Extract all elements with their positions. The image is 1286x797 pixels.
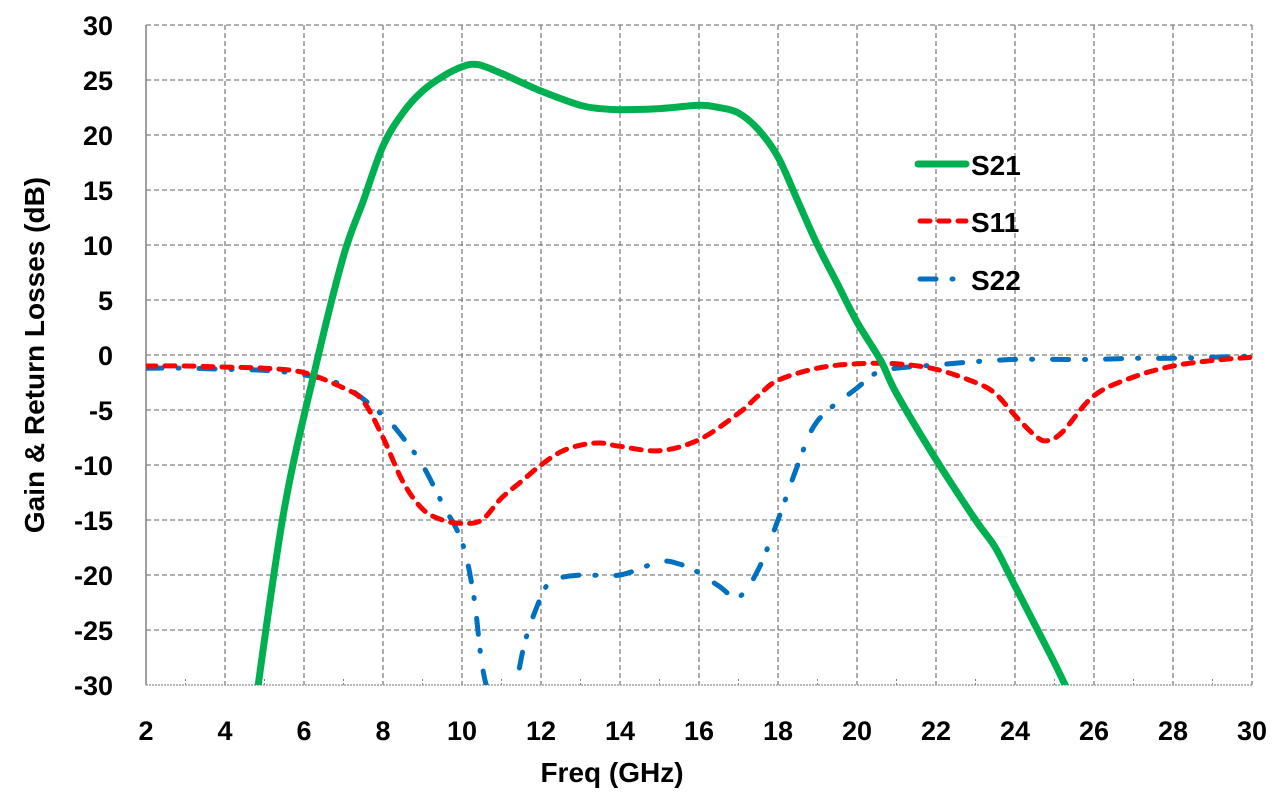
y-tick-label: -30: [74, 671, 113, 701]
x-tick-label: 24: [1000, 716, 1030, 746]
x-tick-label: 16: [684, 716, 714, 746]
legend-item-s22: S22: [917, 265, 1021, 296]
x-axis-tick-labels: 2 4 6 8 10 12 14 16 18 20 22 24 26 28 30: [138, 716, 1267, 746]
x-tick-label: 2: [138, 716, 153, 746]
legend-item-s11: S11: [917, 207, 1019, 238]
y-axis-title: Gain & Return Losses (dB): [19, 177, 50, 533]
x-tick-label: 10: [447, 716, 477, 746]
series-s11-line: [146, 354, 1252, 526]
legend-label-s21: S21: [971, 150, 1021, 181]
y-tick-label: 15: [83, 176, 113, 206]
y-tick-label: 10: [83, 231, 113, 261]
x-tick-label: 20: [842, 716, 872, 746]
x-tick-label: 22: [921, 716, 951, 746]
y-tick-label: -20: [74, 561, 113, 591]
y-tick-label: -10: [74, 451, 113, 481]
x-tick-label: 8: [375, 716, 390, 746]
legend-label-s11: S11: [971, 207, 1019, 238]
y-tick-label: 0: [98, 341, 113, 371]
series-lines: [146, 60, 1252, 685]
grid-lines: [146, 24, 1253, 685]
y-axis-tick-labels: 30 25 20 15 10 5 0 -5 -10 -15 -20 -25 -30: [74, 11, 113, 701]
series-s21-line: [254, 60, 1069, 685]
x-tick-label: 28: [1158, 716, 1188, 746]
x-axis-title: Freq (GHz): [540, 757, 683, 788]
legend: S21 S11 S22: [914, 150, 1021, 296]
legend-item-s21: S21: [914, 150, 1021, 181]
x-tick-label: 30: [1237, 716, 1267, 746]
y-tick-label: -25: [74, 616, 113, 646]
y-tick-label: 25: [83, 66, 113, 96]
x-tick-label: 6: [296, 716, 311, 746]
x-tick-label: 14: [605, 716, 635, 746]
x-tick-label: 4: [217, 716, 232, 746]
x-tick-label: 12: [526, 716, 556, 746]
legend-label-s22: S22: [971, 265, 1021, 296]
y-tick-label: 30: [83, 11, 113, 41]
x-tick-label: 18: [763, 716, 793, 746]
y-tick-label: 5: [98, 286, 113, 316]
x-tick-label: 26: [1079, 716, 1109, 746]
series-s22-line: [146, 353, 1252, 685]
y-tick-label: -15: [74, 506, 113, 536]
y-tick-label: -5: [89, 396, 113, 426]
y-tick-label: 20: [83, 121, 113, 151]
